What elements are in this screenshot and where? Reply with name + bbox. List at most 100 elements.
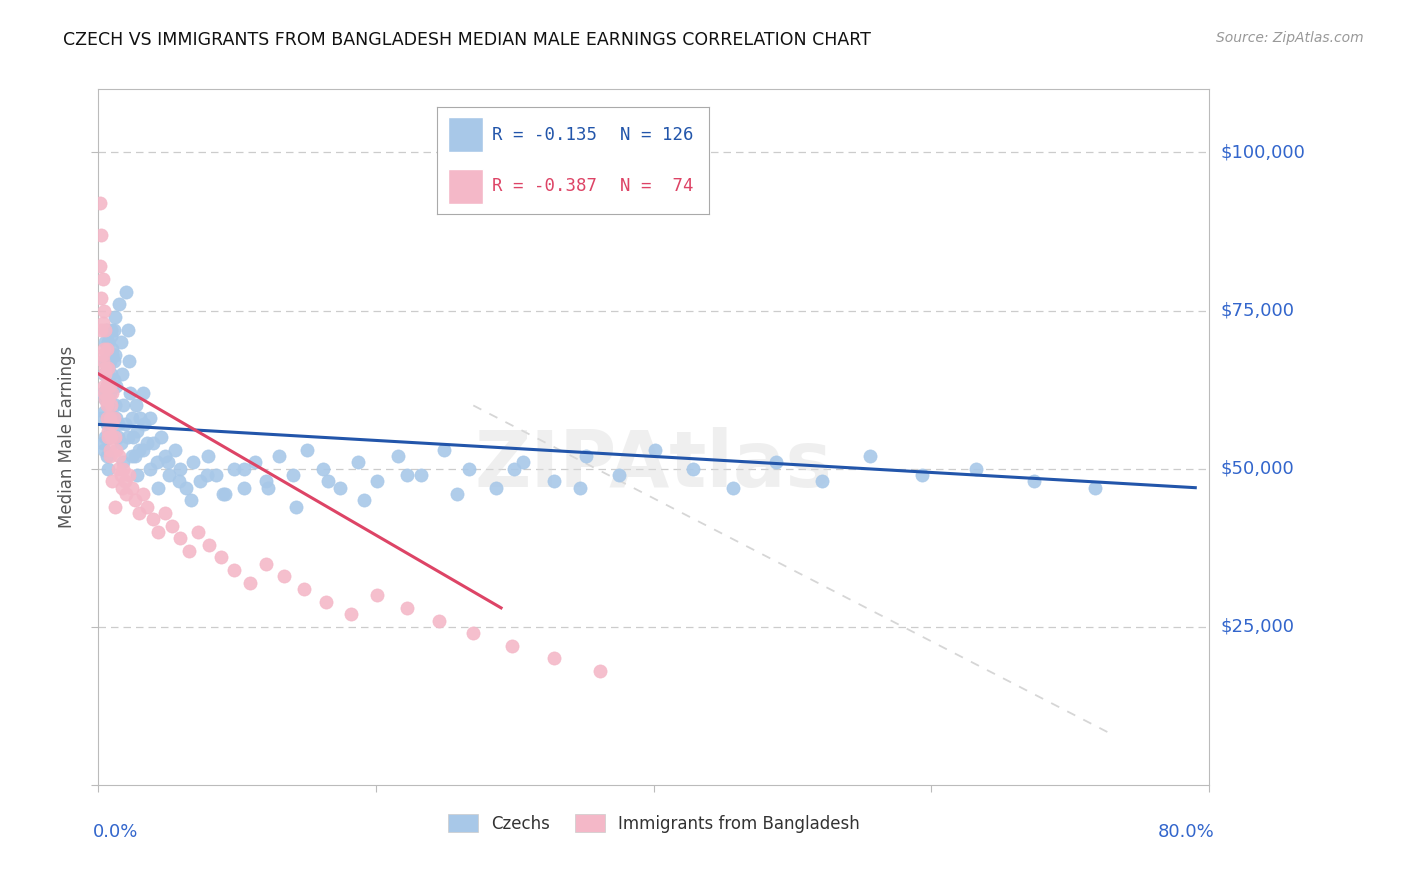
Point — [105, 442, 128, 457]
Point — [512, 455, 534, 469]
Point — [89, 196, 111, 211]
Point — [110, 468, 132, 483]
Point — [97, 430, 120, 444]
Point — [115, 487, 138, 501]
Point — [588, 664, 610, 678]
Point — [94, 322, 117, 336]
Point — [129, 411, 152, 425]
Point — [91, 354, 114, 368]
Point — [136, 500, 159, 514]
Point — [127, 468, 149, 483]
Point — [97, 360, 120, 375]
Point — [353, 493, 375, 508]
Point — [91, 385, 114, 400]
Point — [607, 468, 630, 483]
Point — [347, 455, 370, 469]
Point — [644, 442, 666, 457]
Point — [682, 461, 704, 475]
Point — [108, 449, 131, 463]
Text: ZIPAtlas: ZIPAtlas — [475, 427, 832, 503]
Point — [132, 385, 155, 400]
Point — [233, 461, 256, 475]
Point — [387, 449, 409, 463]
Point — [121, 449, 143, 463]
Point — [108, 297, 131, 311]
Point — [810, 475, 832, 489]
Point — [105, 379, 128, 393]
Point — [98, 348, 121, 362]
Point — [254, 557, 277, 571]
Text: $25,000: $25,000 — [1220, 618, 1295, 636]
Point — [93, 405, 115, 419]
Point — [101, 348, 124, 362]
Point — [101, 475, 124, 489]
Point — [458, 461, 481, 475]
Point — [124, 493, 146, 508]
Point — [90, 411, 112, 425]
Point — [124, 449, 146, 463]
Point — [254, 475, 277, 489]
Point — [187, 524, 209, 539]
Point — [114, 475, 136, 489]
Point — [112, 455, 135, 469]
Point — [153, 506, 176, 520]
Point — [188, 475, 211, 489]
Point — [91, 436, 114, 450]
Point — [409, 468, 432, 483]
Point — [98, 417, 121, 432]
Point — [103, 373, 125, 387]
Point — [93, 442, 115, 457]
Point — [273, 569, 295, 583]
Point — [90, 291, 112, 305]
Point — [91, 272, 114, 286]
Point — [96, 417, 118, 432]
Point — [212, 487, 235, 501]
Point — [101, 411, 124, 425]
Point — [209, 550, 232, 565]
Point — [153, 449, 176, 463]
Point — [90, 227, 112, 242]
Point — [118, 354, 141, 368]
Point — [101, 385, 124, 400]
Point — [169, 461, 191, 475]
Point — [136, 436, 159, 450]
Point — [463, 626, 485, 640]
Point — [543, 475, 565, 489]
Point — [281, 468, 304, 483]
Point — [96, 449, 118, 463]
Point — [316, 475, 339, 489]
Point — [132, 442, 155, 457]
Point — [90, 322, 112, 336]
Point — [107, 430, 129, 444]
Point — [96, 379, 118, 393]
Point — [97, 461, 120, 475]
Point — [110, 436, 132, 450]
Point — [94, 392, 117, 406]
Point — [96, 342, 118, 356]
Point — [97, 360, 120, 375]
Point — [104, 310, 127, 324]
Point — [100, 399, 122, 413]
Point — [1024, 475, 1046, 489]
Point — [128, 506, 150, 520]
Point — [97, 335, 120, 350]
Point — [132, 487, 155, 501]
Point — [104, 430, 127, 444]
Point — [181, 455, 204, 469]
Point — [239, 575, 262, 590]
Point — [765, 455, 787, 469]
Point — [96, 411, 118, 425]
Point — [115, 285, 138, 299]
Point — [180, 493, 202, 508]
Point — [446, 487, 468, 501]
Point — [395, 600, 418, 615]
Point — [575, 449, 598, 463]
Point — [120, 385, 142, 400]
Point — [177, 544, 200, 558]
Point — [94, 367, 117, 381]
Point — [501, 639, 523, 653]
Point — [197, 449, 219, 463]
Point — [111, 367, 134, 381]
Point — [292, 582, 315, 596]
Point — [134, 417, 156, 432]
